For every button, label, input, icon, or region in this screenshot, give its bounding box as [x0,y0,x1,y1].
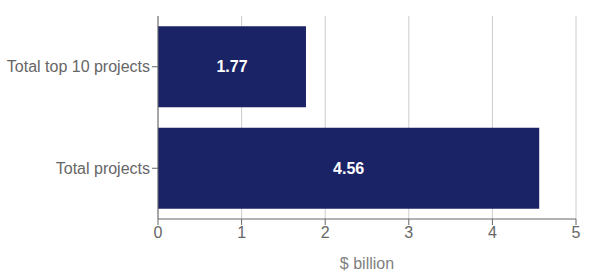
svg-text:1: 1 [237,224,246,241]
svg-text:5: 5 [572,224,581,241]
svg-text:2: 2 [321,224,330,241]
svg-text:Total projects: Total projects [56,160,150,177]
svg-text:4: 4 [488,224,497,241]
svg-text:4.56: 4.56 [333,160,364,177]
svg-text:$ billion: $ billion [340,255,394,272]
svg-text:0: 0 [154,224,163,241]
svg-text:3: 3 [404,224,413,241]
svg-text:Total top 10 projects: Total top 10 projects [8,58,150,75]
svg-text:1.77: 1.77 [216,58,247,75]
